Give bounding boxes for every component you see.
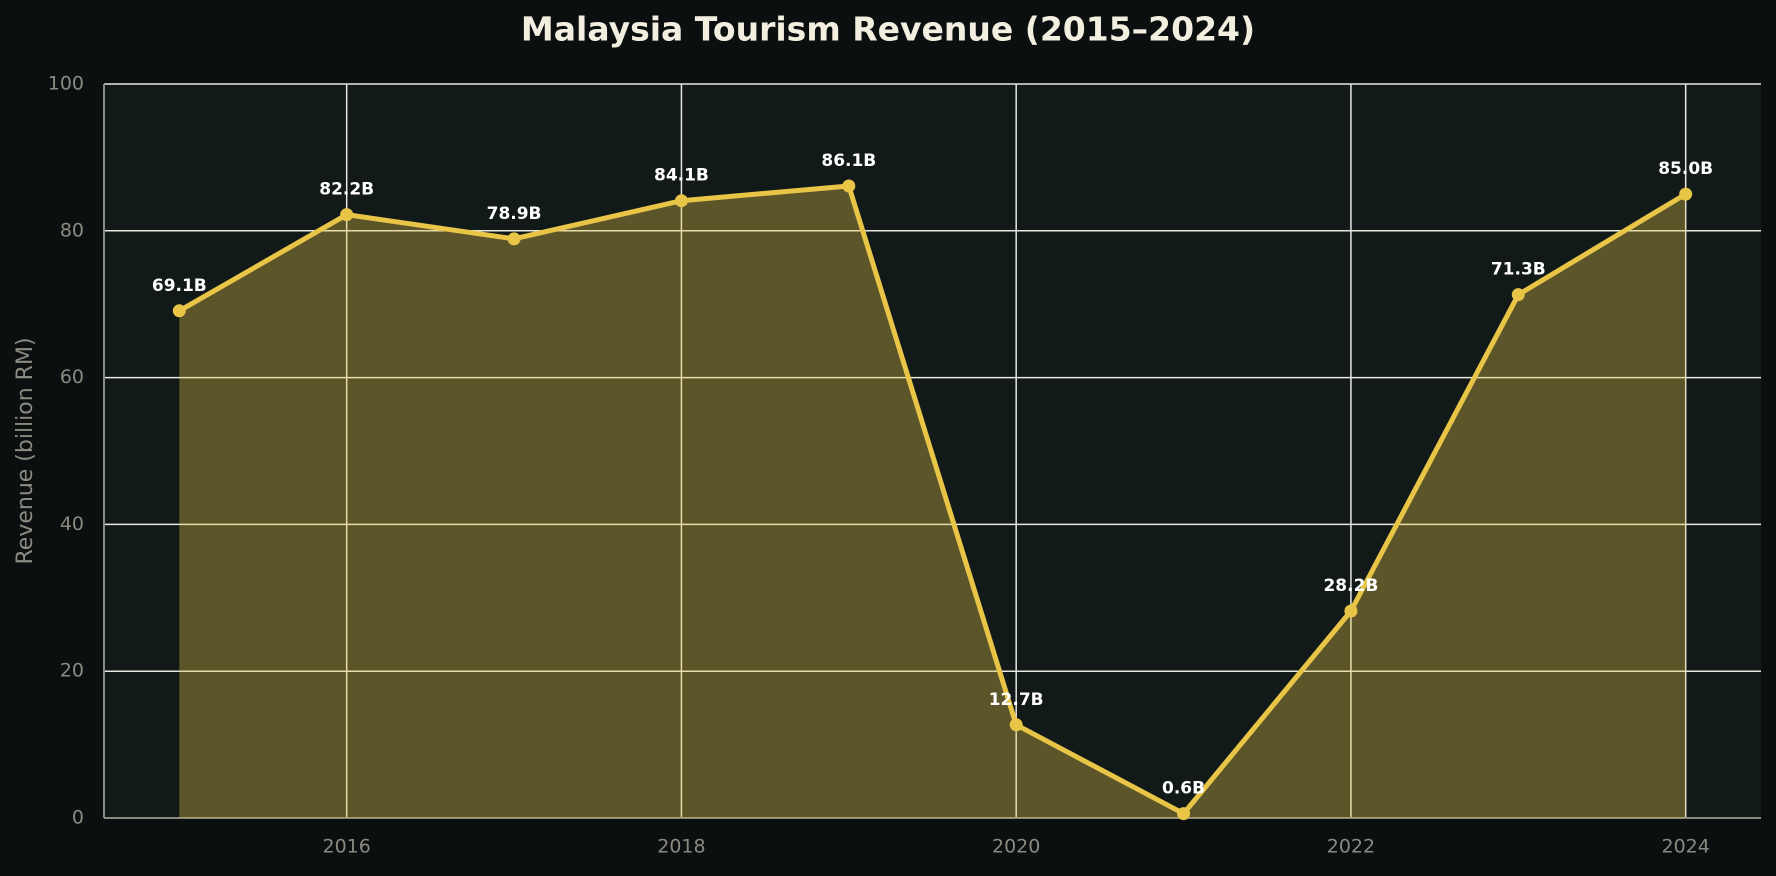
point	[1679, 187, 1693, 201]
data-label: 0.6B	[1162, 779, 1205, 799]
point	[507, 232, 521, 246]
data-label: 69.1B	[152, 276, 207, 296]
x-tick-label: 2018	[657, 836, 705, 858]
point	[1344, 604, 1358, 618]
y-tick-label: 80	[60, 219, 84, 241]
x-tick-label: 2024	[1662, 836, 1710, 858]
line	[178, 183, 1687, 817]
data-label: 86.1B	[821, 151, 876, 171]
x-tick-label: 2022	[1327, 836, 1375, 858]
y-axis-label: Revenue (billion RM)	[13, 337, 38, 564]
chart-title: Malaysia Tourism Revenue (2015–2024)	[521, 10, 1255, 49]
point	[340, 208, 354, 222]
y-tick-label: 0	[72, 807, 84, 829]
point	[1009, 718, 1023, 732]
data-label: 84.1B	[654, 166, 709, 186]
data-label: 78.9B	[487, 204, 542, 224]
point	[1511, 288, 1525, 302]
x-tick-label: 2020	[992, 836, 1040, 858]
point	[172, 304, 186, 318]
y-tick-label: 100	[48, 73, 84, 95]
data-label: 71.3B	[1491, 260, 1546, 280]
data-label: 85.0B	[1658, 159, 1713, 179]
data-label: 82.2B	[319, 180, 374, 200]
point	[1177, 807, 1191, 821]
x-tick-label: 2016	[323, 836, 371, 858]
data-label: 12.7B	[989, 690, 1044, 710]
y-tick-label: 60	[60, 366, 84, 388]
data-label: 28.2B	[1323, 576, 1378, 596]
point	[842, 179, 856, 193]
point	[674, 194, 688, 208]
area	[179, 186, 1686, 818]
y-tick-label: 40	[60, 513, 84, 535]
y-tick-label: 20	[60, 660, 84, 682]
